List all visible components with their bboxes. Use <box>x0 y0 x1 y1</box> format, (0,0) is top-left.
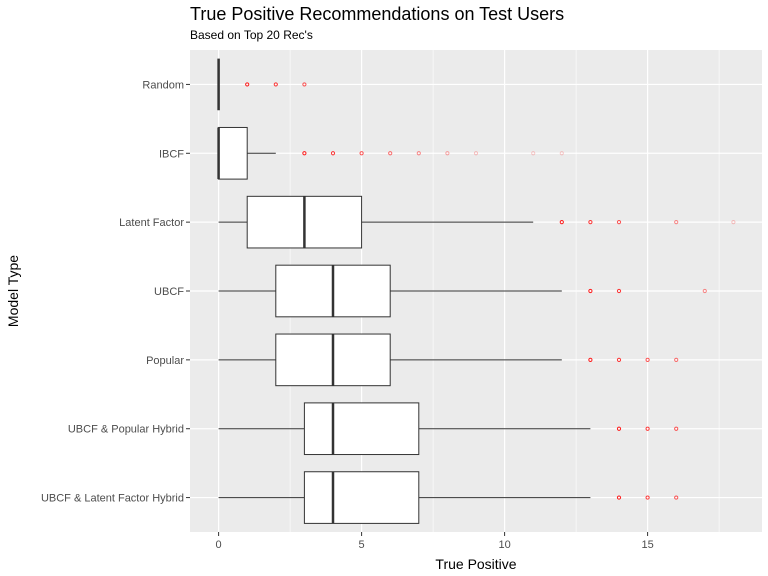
outlier-point <box>559 151 564 156</box>
outlier-point <box>702 288 707 294</box>
outlier-point <box>416 151 421 156</box>
y-tick-label: Latent Factor <box>119 217 184 229</box>
outlier-point <box>588 220 593 225</box>
y-tick-label: UBCF & Popular Hybrid <box>68 424 184 436</box>
outlier-point <box>616 426 622 431</box>
y-tick-label: UBCF & Latent Factor Hybrid <box>41 493 184 505</box>
box-ubcf <box>218 264 707 318</box>
outlier-point <box>731 220 736 225</box>
box-body <box>303 402 420 456</box>
x-tick-label: 5 <box>359 539 365 551</box>
outlier-point <box>616 288 622 294</box>
outlier-point <box>588 357 593 362</box>
outlier-point <box>616 220 622 225</box>
box-body <box>218 126 248 180</box>
x-tick-label: 15 <box>641 539 653 551</box>
outlier-point <box>616 495 622 500</box>
box-ibcf <box>217 126 564 180</box>
outlier-point <box>273 82 278 87</box>
box-ubcf-popular-hybrid <box>218 402 679 456</box>
x-tick-label: 0 <box>216 539 222 551</box>
x-tick-label: 10 <box>498 539 510 551</box>
outlier-point <box>588 288 593 294</box>
outlier-point <box>645 357 650 362</box>
outlier-point <box>302 151 307 156</box>
outlier-point <box>359 151 364 156</box>
outlier-point <box>302 82 307 87</box>
outlier-point <box>674 220 679 225</box>
outlier-point <box>388 151 393 156</box>
box-ubcf-latent-factor-hybrid <box>218 471 679 524</box>
outlier-point <box>330 151 336 156</box>
y-tick-label: Random <box>142 79 184 91</box>
box-body <box>303 471 420 524</box>
y-tick-label: UBCF <box>154 286 184 298</box>
outlier-point <box>445 151 450 156</box>
outlier-point <box>645 495 650 500</box>
y-axis-ticks: Random IBCF Latent Factor UBCF Popular UBCF &… <box>41 79 190 505</box>
x-axis-title: True Positive <box>435 556 516 572</box>
outlier-point <box>674 357 679 362</box>
x-axis-ticks: 0 5 10 15 <box>216 532 654 551</box>
chart-subtitle: Based on Top 20 Rec's <box>190 28 313 42</box>
outlier-point <box>674 426 679 431</box>
box-series <box>217 58 736 524</box>
y-axis-title: Model Type <box>5 255 21 327</box>
outlier-point <box>559 220 564 225</box>
outlier-point <box>616 357 622 362</box>
outlier-point <box>645 426 650 431</box>
outlier-point <box>245 82 250 87</box>
outlier-point <box>473 151 479 156</box>
chart-title: True Positive Recommendations on Test Us… <box>190 4 565 24</box>
y-tick-label: Popular <box>146 355 184 367</box>
box-popular <box>218 333 679 387</box>
y-tick-label: IBCF <box>159 148 184 160</box>
box-random <box>217 58 307 111</box>
outlier-point <box>674 495 679 500</box>
box-latent-factor <box>218 195 736 249</box>
outlier-point <box>531 151 536 156</box>
